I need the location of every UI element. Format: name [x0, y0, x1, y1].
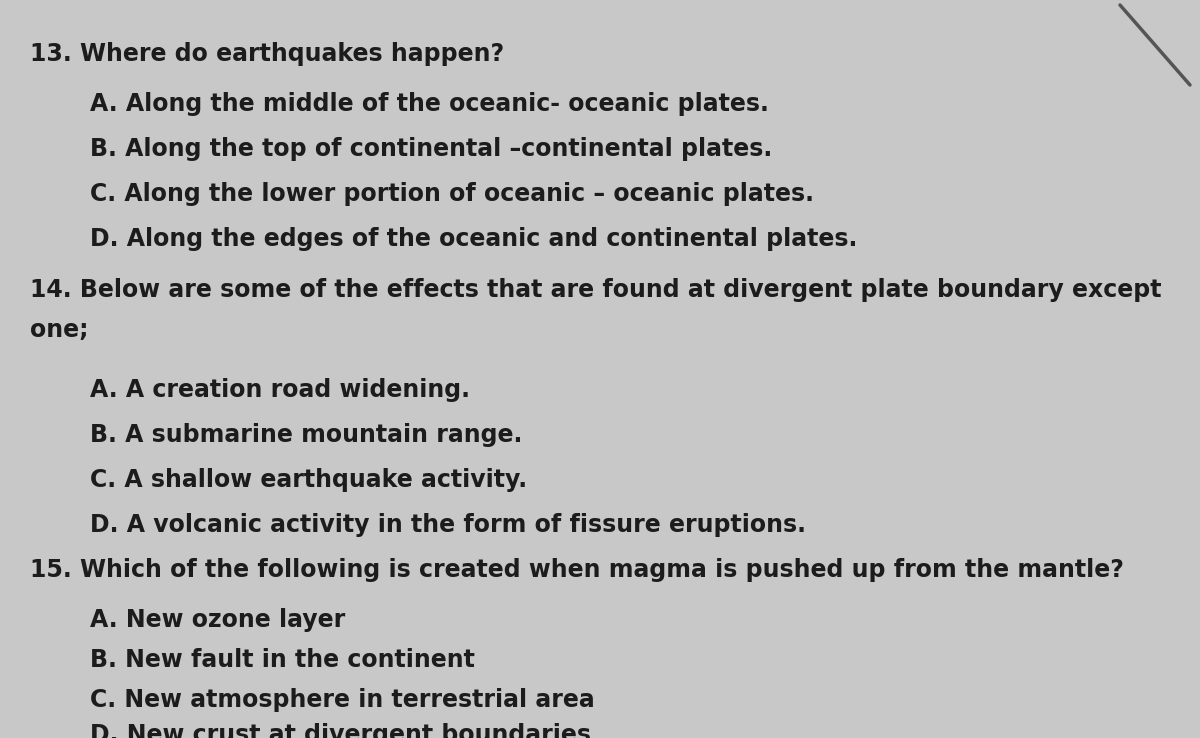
Text: A. Along the middle of the oceanic- oceanic plates.: A. Along the middle of the oceanic- ocea…: [90, 92, 769, 116]
Text: 14. Below are some of the effects that are found at divergent plate boundary exc: 14. Below are some of the effects that a…: [30, 278, 1162, 302]
Text: A. A creation road widening.: A. A creation road widening.: [90, 378, 470, 402]
Text: one;: one;: [30, 318, 89, 342]
Text: C. A shallow earthquake activity.: C. A shallow earthquake activity.: [90, 468, 527, 492]
Text: 15. Which of the following is created when magma is pushed up from the mantle?: 15. Which of the following is created wh…: [30, 558, 1124, 582]
Text: B. Along the top of continental –continental plates.: B. Along the top of continental –contine…: [90, 137, 773, 161]
Text: D. A volcanic activity in the form of fissure eruptions.: D. A volcanic activity in the form of fi…: [90, 513, 806, 537]
Text: A. New ozone layer: A. New ozone layer: [90, 608, 346, 632]
Text: D. New crust at divergent boundaries: D. New crust at divergent boundaries: [90, 723, 592, 738]
Text: B. New fault in the continent: B. New fault in the continent: [90, 648, 475, 672]
Text: C. Along the lower portion of oceanic – oceanic plates.: C. Along the lower portion of oceanic – …: [90, 182, 814, 206]
Text: 13. Where do earthquakes happen?: 13. Where do earthquakes happen?: [30, 42, 504, 66]
Text: C. New atmosphere in terrestrial area: C. New atmosphere in terrestrial area: [90, 688, 595, 712]
Text: B. A submarine mountain range.: B. A submarine mountain range.: [90, 423, 522, 447]
Text: D. Along the edges of the oceanic and continental plates.: D. Along the edges of the oceanic and co…: [90, 227, 857, 251]
